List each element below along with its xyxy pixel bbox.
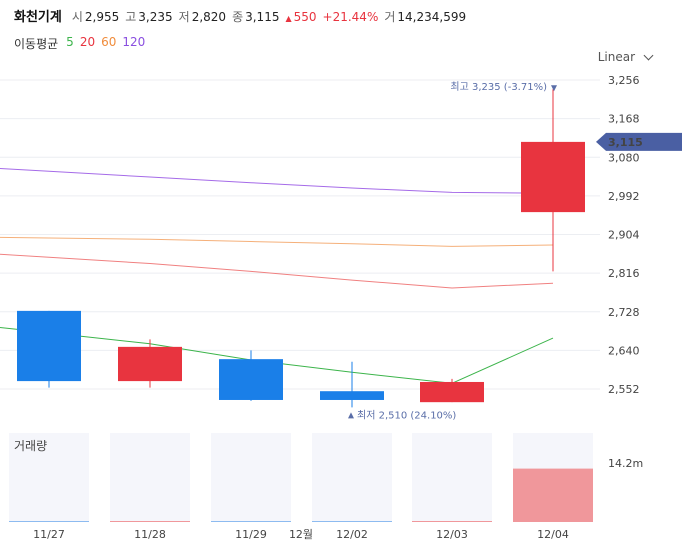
volume-bar [513, 468, 593, 522]
x-tick-label: 12/03 [436, 528, 468, 541]
volume-column-bg [9, 433, 89, 522]
volume-bar [211, 521, 291, 522]
change-value: 550 [293, 10, 317, 24]
x-tick-label: 11/29 [235, 528, 267, 541]
high-marker-label: 최고 3,235 (-3.71%) [450, 81, 547, 93]
quote-header: 화천기계 시 2,955 고 3,235 저 2,820 종 3,115 ▲ 5… [14, 6, 472, 26]
scale-select-value: Linear [597, 50, 635, 64]
x-tick-label: 12/02 [336, 528, 368, 541]
volume-column-bg [211, 433, 291, 522]
current-price-label: 3,115 [608, 136, 643, 149]
ma-60-label: 60 [101, 35, 117, 49]
ma-line-60 [0, 236, 554, 247]
volume-bar [312, 521, 392, 522]
candle-body [521, 141, 585, 213]
open-value: 2,955 [84, 10, 120, 24]
y-tick-label: 2,640 [608, 344, 640, 357]
volume-column-bg [110, 433, 190, 522]
up-triangle-icon [348, 412, 354, 419]
current-price-tag [596, 132, 682, 151]
y-tick-label: 2,728 [608, 306, 640, 319]
change-pct: +21.44% [322, 10, 379, 24]
candle-body [320, 391, 384, 400]
down-triangle-icon [551, 85, 557, 92]
volume-bar [9, 521, 89, 522]
ma-20-label: 20 [79, 35, 96, 49]
scale-select[interactable]: Linear [597, 50, 654, 64]
ma-legend-title: 이동평균 [14, 37, 59, 51]
volume-axis-label: 14.2m [608, 457, 643, 470]
volume-title: 거래량 [14, 439, 47, 453]
ma-120-label: 120 [122, 35, 146, 49]
y-tick-label: 2,904 [608, 229, 640, 242]
ma-5-label: 5 [66, 35, 74, 49]
y-tick-label: 2,816 [608, 267, 640, 280]
ma-line-20 [0, 253, 554, 289]
x-tick-label: 11/28 [134, 528, 166, 541]
x-tick-label: 11/27 [33, 528, 65, 541]
candle-body [118, 346, 182, 382]
ma-line-120 [0, 168, 554, 194]
volume-bar [110, 521, 190, 522]
y-tick-label: 2,552 [608, 383, 640, 396]
low-marker-label: 최저 2,510 (24.10%) [357, 409, 456, 421]
high-value: 3,235 [138, 10, 173, 24]
close-value: 3,115 [245, 10, 280, 24]
y-tick-label: 3,080 [608, 151, 640, 164]
y-tick-label: 3,168 [608, 113, 640, 126]
low-value: 2,820 [191, 10, 227, 24]
volume-bar [412, 521, 492, 522]
candle-body [420, 381, 484, 403]
x-tick-label: 12월 [289, 528, 313, 541]
ma-legend[interactable]: 이동평균 5 20 60 120 [14, 35, 145, 52]
x-tick-label: 12/04 [537, 528, 569, 541]
volume-column-bg [312, 433, 392, 522]
volume-column-bg [412, 433, 492, 522]
up-triangle-icon: ▲ [285, 14, 292, 23]
y-tick-label: 3,256 [608, 74, 640, 87]
stock-name: 화천기계 [14, 10, 62, 25]
candle-body [17, 310, 81, 382]
volume-value: 14,234,599 [397, 10, 467, 24]
y-tick-label: 2,992 [608, 190, 640, 203]
candle-body [219, 359, 283, 400]
